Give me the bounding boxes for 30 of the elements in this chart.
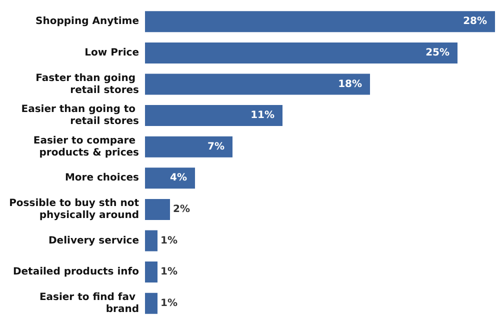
data-label: 1% [160,298,178,309]
y-tick-label: Low Price [84,47,140,58]
data-label: 25% [426,47,450,58]
bar [145,136,232,158]
data-label: 4% [170,172,187,184]
y-tick-label: Easier to compare products & prices [33,135,140,158]
y-tick-label: Shopping Anytime [36,16,140,28]
bar [145,74,370,95]
bar [145,198,170,220]
y-tick-label: More choices [64,172,140,184]
data-label: 7% [208,141,224,152]
bar [145,292,158,314]
bar [145,11,495,32]
data-label: 1% [160,266,178,278]
y-tick-label: Easier than going to retail stores [21,104,140,128]
y-tick-label: Faster than going retail stores [36,72,140,96]
data-label: 2% [173,204,190,215]
y-tick-label: Delivery service [48,235,140,246]
y-tick-label: Easier to find fav brand [39,292,139,315]
bar [145,168,195,189]
bar [145,230,158,252]
bar [145,105,282,126]
bar [145,262,158,283]
data-label: 28% [463,16,487,28]
data-label: 1% [160,235,178,246]
y-tick-label: Detailed products info [12,266,140,278]
y-tick-label: Possible to buy sth not physically around [9,198,140,221]
data-label: 18% [338,78,362,90]
data-label: 11% [250,110,274,122]
bar [145,42,458,64]
